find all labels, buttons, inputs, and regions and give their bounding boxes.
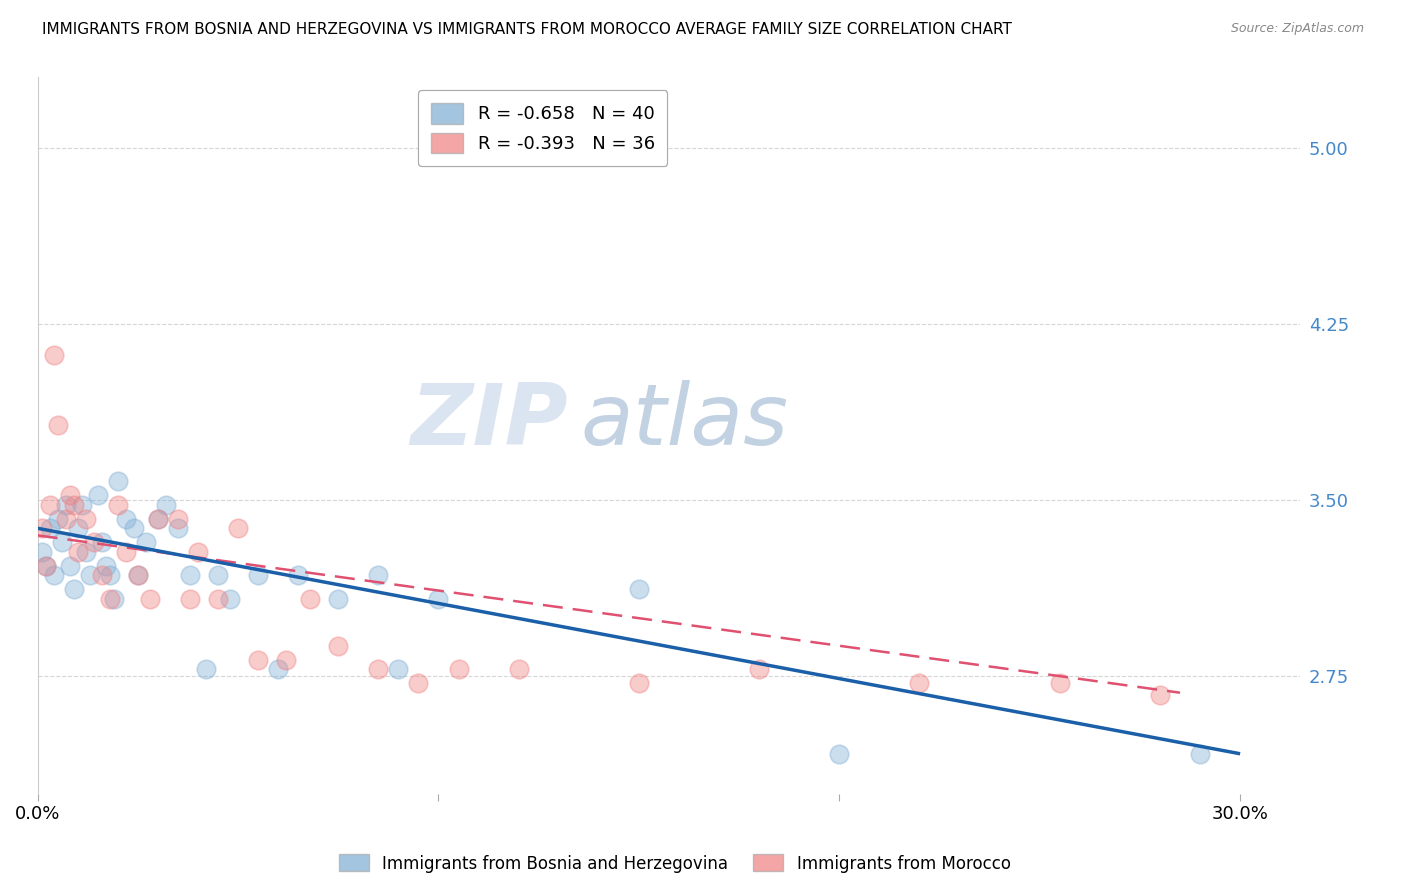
Point: [75, 545, 97, 559]
Point: [59, 558, 82, 573]
Point: [127, 568, 149, 582]
Point: [107, 498, 129, 512]
Point: [51, 535, 73, 549]
Point: [31, 521, 53, 535]
Point: [447, 662, 470, 676]
Point: [38, 498, 60, 512]
Point: [179, 591, 201, 606]
Point: [115, 545, 138, 559]
Point: [167, 521, 190, 535]
Point: [408, 676, 430, 690]
Point: [226, 521, 249, 535]
Text: IMMIGRANTS FROM BOSNIA AND HERZEGOVINA VS IMMIGRANTS FROM MOROCCO AVERAGE FAMILY: IMMIGRANTS FROM BOSNIA AND HERZEGOVINA V…: [42, 22, 1012, 37]
Point: [98, 568, 121, 582]
Point: [90, 535, 112, 549]
Point: [187, 545, 209, 559]
Point: [1189, 747, 1212, 761]
Point: [66, 521, 89, 535]
Point: [627, 676, 650, 690]
Point: [207, 591, 229, 606]
Point: [98, 591, 121, 606]
Point: [508, 662, 530, 676]
Point: [328, 591, 350, 606]
Point: [328, 639, 350, 653]
Point: [75, 512, 97, 526]
Point: [94, 558, 117, 573]
Point: [35, 558, 58, 573]
Point: [627, 582, 650, 597]
Point: [155, 498, 177, 512]
Point: [46, 512, 69, 526]
Point: [31, 545, 53, 559]
Point: [828, 747, 851, 761]
Point: [115, 512, 138, 526]
Point: [146, 512, 169, 526]
Point: [139, 591, 162, 606]
Point: [55, 498, 77, 512]
Point: [122, 521, 145, 535]
Point: [207, 568, 229, 582]
Point: [387, 662, 409, 676]
Point: [367, 568, 389, 582]
Point: [107, 475, 129, 489]
Point: [276, 653, 298, 667]
Point: [55, 512, 77, 526]
Point: [748, 662, 770, 676]
Point: [1149, 688, 1171, 702]
Point: [38, 521, 60, 535]
Point: [35, 558, 58, 573]
Point: [287, 568, 309, 582]
Point: [59, 488, 82, 502]
Point: [247, 653, 270, 667]
Point: [90, 568, 112, 582]
Point: [79, 568, 101, 582]
Point: [66, 545, 89, 559]
Point: [127, 568, 149, 582]
Point: [219, 591, 242, 606]
Point: [908, 676, 931, 690]
Point: [62, 498, 84, 512]
Point: [135, 535, 157, 549]
Point: [179, 568, 201, 582]
Point: [299, 591, 322, 606]
Point: [62, 582, 84, 597]
Point: [103, 591, 125, 606]
Legend: R = -0.658   N = 40, R = -0.393   N = 36: R = -0.658 N = 40, R = -0.393 N = 36: [418, 90, 668, 166]
Point: [247, 568, 270, 582]
Point: [42, 347, 65, 361]
Point: [70, 498, 93, 512]
Text: ZIP: ZIP: [411, 380, 568, 463]
Text: atlas: atlas: [581, 380, 789, 463]
Point: [42, 568, 65, 582]
Point: [367, 662, 389, 676]
Point: [1049, 676, 1071, 690]
Point: [167, 512, 190, 526]
Point: [427, 591, 450, 606]
Text: Source: ZipAtlas.com: Source: ZipAtlas.com: [1230, 22, 1364, 36]
Point: [83, 535, 105, 549]
Legend: Immigrants from Bosnia and Herzegovina, Immigrants from Morocco: Immigrants from Bosnia and Herzegovina, …: [332, 847, 1018, 880]
Point: [195, 662, 218, 676]
Point: [146, 512, 169, 526]
Point: [87, 488, 110, 502]
Point: [267, 662, 290, 676]
Point: [46, 417, 69, 432]
